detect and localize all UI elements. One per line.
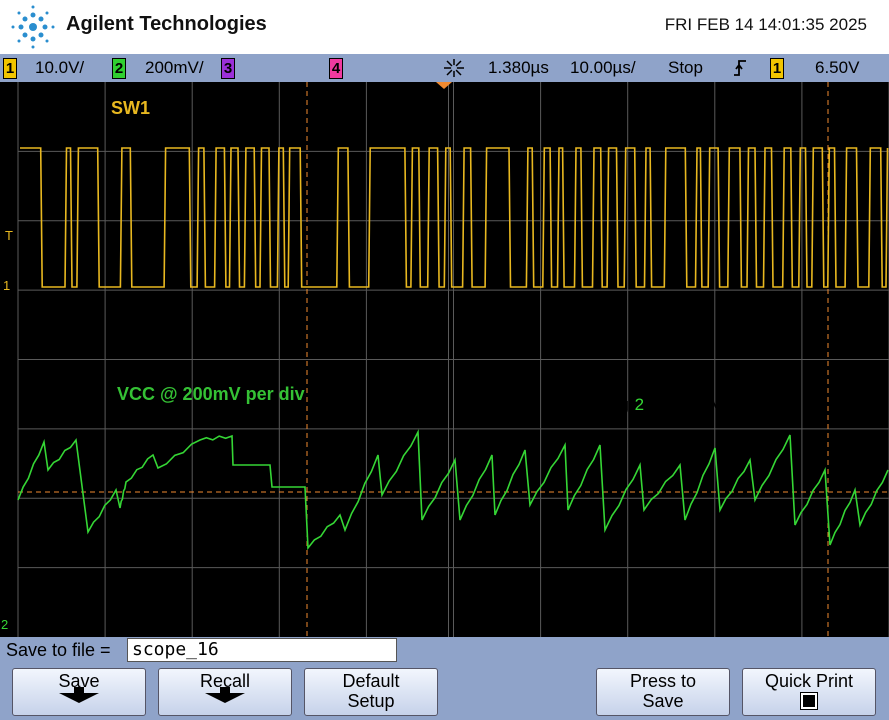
print-icon: [800, 692, 818, 710]
run-state: Stop: [668, 58, 703, 77]
vcc-trace: [17, 428, 889, 551]
header: Agilent Technologies FRI FEB 14 14:01:35…: [0, 0, 889, 54]
softkey-label: Default Setup: [342, 671, 400, 711]
softkey-quick-print[interactable]: Quick Print: [742, 668, 876, 716]
ch1-badge: 1: [3, 58, 17, 79]
trigger-source: 1: [770, 58, 784, 79]
logo: [11, 5, 55, 49]
scope-screen: SW1 VCC @ 200mV per div Avg(2): 7.2020V …: [0, 82, 889, 637]
sw1-label: SW1: [111, 98, 150, 118]
ch2-scale: 200mV/: [145, 58, 204, 77]
ch1-scale: 10.0V/: [35, 58, 85, 77]
vcc-label: VCC @ 200mV per div: [117, 384, 305, 404]
ch3-badge: 3: [221, 58, 235, 79]
filename-field[interactable]: scope_16: [127, 638, 397, 662]
ch1-ground-marker: 1: [3, 278, 10, 293]
delay: 1.380µs: [488, 58, 549, 77]
ch2-ground-marker: 2: [1, 617, 8, 632]
save-label: Save to file =: [6, 640, 111, 660]
softkey-default[interactable]: Default Setup: [304, 668, 438, 716]
sw1-trace: [20, 147, 889, 288]
arrow-icon: [205, 687, 245, 703]
measure-prefix: Avg(: [600, 395, 635, 414]
save-bar: Save to file = scope_16: [0, 637, 889, 665]
trigger-pos-marker: [436, 82, 452, 89]
timebase: 10.00µs/: [570, 58, 636, 77]
softkey-press-save[interactable]: Press to Save: [596, 668, 730, 716]
softkey-label: Quick Print: [764, 671, 854, 691]
ch2-badge: 2: [112, 58, 126, 79]
softkey-label: Press to Save: [629, 671, 697, 711]
datetime: FRI FEB 14 14:01:35 2025: [664, 15, 867, 34]
trigger-level-marker: T: [5, 228, 13, 243]
brand: Agilent Technologies: [66, 13, 267, 35]
arrow-icon: [59, 687, 99, 703]
edge-icon: [734, 60, 746, 76]
measure-channel: 2: [635, 395, 644, 414]
softkey-save[interactable]: Save: [12, 668, 146, 716]
measurement: Avg(2): 7.2020V: [600, 395, 723, 414]
acq-icon: [444, 59, 464, 77]
measure-value: ): 7.2020V: [644, 395, 723, 414]
ch4-badge: 4: [329, 58, 343, 79]
softkey-recall[interactable]: Recall: [158, 668, 292, 716]
softkey-label: Save: [58, 671, 100, 691]
trigger-level: 6.50V: [815, 58, 860, 77]
softkey-label: Recall: [199, 671, 251, 691]
status-bar: 1 10.0V/ 2 200mV/ 3 4 1.380µs 10.00µs/ S…: [0, 54, 889, 82]
